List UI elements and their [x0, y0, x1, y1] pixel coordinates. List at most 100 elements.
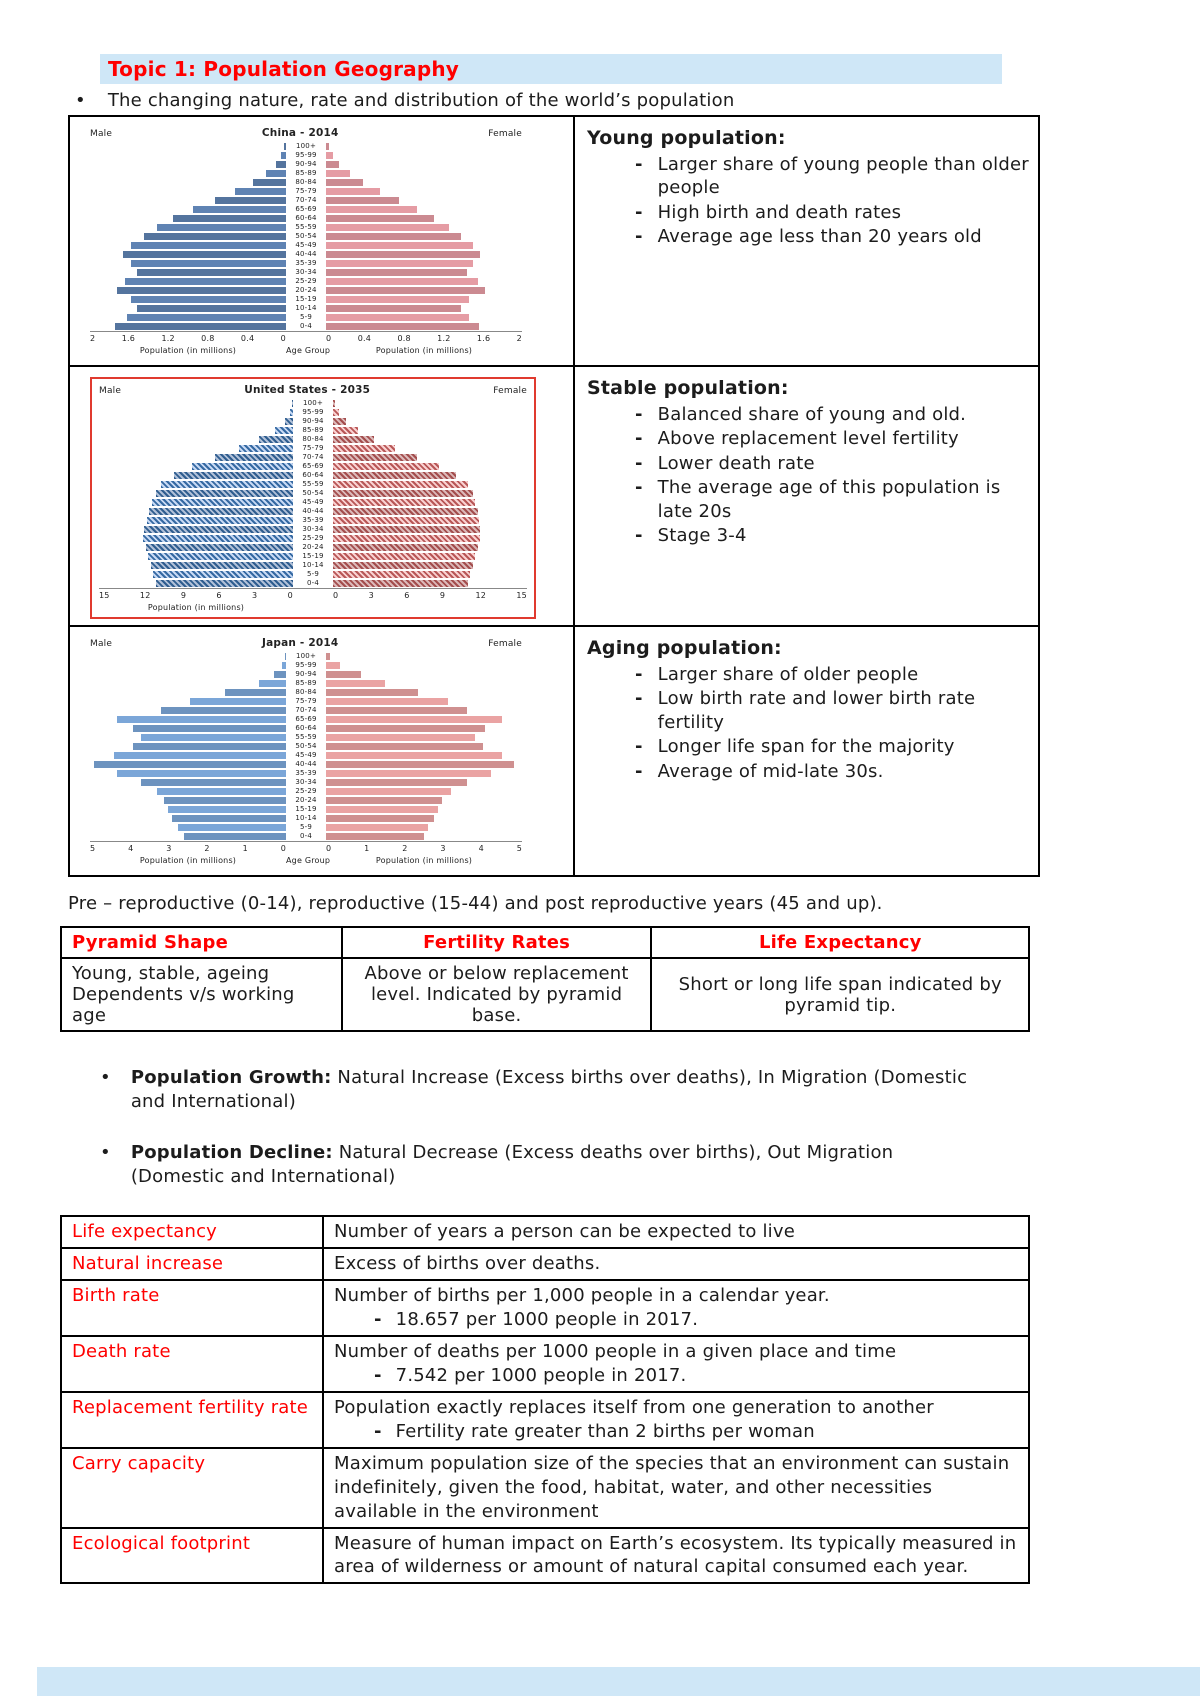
age-group-label: 5-9 — [306, 570, 320, 578]
definition-cell: Excess of births over deaths. — [322, 1247, 1030, 1282]
pyramid-bar-row: 10-14 — [90, 814, 522, 823]
female-bar — [326, 197, 399, 204]
pyramid-bar-row: 100+ — [99, 399, 527, 408]
female-bar — [326, 206, 418, 213]
pyramid-bar-row: 10-14 — [99, 561, 527, 570]
pyramid-row-young: Male China - 2014 Female 100+ 95-99 90-94 85-8… — [68, 115, 1040, 367]
age-group-label: 55-59 — [302, 480, 324, 488]
x-axis-label-center: Age Group — [286, 856, 331, 865]
axis-tick: 0.8 — [201, 334, 215, 343]
pyramid-bar-row: 90-94 — [90, 160, 522, 169]
pyramid-bar-row: 75-79 — [90, 697, 522, 706]
pyramid-bar-row: 5-9 — [99, 570, 527, 579]
population-growth-rest: Natural Increase (Excess births over dea… — [130, 1067, 968, 1113]
axis-tick: 1.2 — [437, 334, 451, 343]
pyramid-bar-row: 100+ — [90, 142, 522, 151]
pyramid-bar-row: 30-34 — [90, 268, 522, 277]
age-group-label: 95-99 — [295, 661, 317, 669]
female-bar — [326, 833, 424, 840]
pyramid-bar-row: 50-54 — [90, 742, 522, 751]
female-bar — [333, 427, 358, 434]
population-decline-bullet: Population Decline: Natural Decrease (Ex… — [100, 1141, 980, 1190]
population-type-heading: Stable population: — [587, 377, 789, 399]
pyramid-bar-row: 5-9 — [90, 823, 522, 832]
axis-tick: 1.6 — [476, 334, 491, 343]
female-bar — [326, 761, 515, 768]
male-bar — [156, 224, 286, 231]
female-bar — [326, 824, 428, 831]
female-bar — [333, 418, 346, 425]
axis-tick: 2 — [90, 334, 96, 343]
female-bar — [333, 508, 478, 515]
definition-row: Carry capacity Maximum population size o… — [60, 1446, 1030, 1529]
pyramid-bar-row: 50-54 — [99, 489, 527, 498]
pyramid-bar-row: 65-69 — [90, 205, 522, 214]
population-growth-term: Population Growth: — [130, 1067, 332, 1088]
bullet-item: Above replacement level fertility — [635, 427, 1030, 450]
x-axis-label-left: Population (in millions) — [139, 346, 237, 355]
definition-cell: Measure of human impact on Earth’s ecosy… — [322, 1526, 1030, 1585]
pyramid-bar-row: 45-49 — [99, 498, 527, 507]
male-bar — [93, 761, 286, 768]
male-label: Male — [99, 386, 122, 396]
female-bar — [333, 580, 468, 587]
male-bar — [133, 725, 286, 732]
female-bar — [326, 662, 340, 669]
pyramid-bar-row: 95-99 — [99, 408, 527, 417]
age-group-label: 80-84 — [302, 435, 324, 443]
axis-tick: 1.2 — [161, 334, 175, 343]
pyramid-bar-row: 0-4 — [90, 832, 522, 841]
male-bar — [173, 215, 286, 222]
x-axis-label-center — [293, 603, 333, 612]
age-group-label: 65-69 — [295, 205, 317, 213]
summary-header-life-expectancy: Life Expectancy — [650, 926, 1030, 959]
age-group-label: 65-69 — [302, 462, 324, 470]
pyramid-axis-labels: Population (in millions) Age Group Populat… — [90, 856, 522, 865]
male-bar — [285, 418, 293, 425]
bottom-highlight-strip — [37, 1667, 1200, 1696]
female-label: Female — [493, 386, 527, 396]
pyramid-bar-row: 70-74 — [99, 453, 527, 462]
age-group-label: 30-34 — [295, 268, 317, 276]
definition-row: Death rate Number of deaths per 1000 peo… — [60, 1334, 1030, 1393]
female-bar — [326, 260, 473, 267]
age-group-label: 75-79 — [295, 697, 317, 705]
pyramid-bar-row: 0-4 — [90, 322, 522, 331]
pyramid-header: Male United States - 2035 Female — [99, 384, 527, 396]
age-group-label: 50-54 — [302, 489, 324, 497]
x-axis-label-right — [333, 603, 527, 612]
male-bar — [140, 734, 286, 741]
pyramid-title: Japan - 2014 — [262, 637, 339, 649]
population-growth-bullet: Population Growth: Natural Increase (Exc… — [100, 1066, 980, 1115]
male-bar — [189, 698, 286, 705]
definition-row: Ecological footprint Measure of human im… — [60, 1526, 1030, 1585]
age-group-label: 80-84 — [295, 178, 317, 186]
male-bar — [235, 188, 286, 195]
pyramid-bar-row: 30-34 — [90, 778, 522, 787]
pyramid-bar-row: 40-44 — [90, 760, 522, 769]
male-bar — [117, 770, 286, 777]
population-type-bullets: Balanced share of young and old. Above r… — [583, 403, 1030, 547]
pyramid-bar-row: 30-34 — [99, 525, 527, 534]
age-group-label: 5-9 — [299, 823, 313, 831]
bullet-item: Larger share of young people than older … — [635, 153, 1030, 200]
female-bar — [326, 143, 329, 150]
axis-tick: 3 — [252, 591, 258, 600]
age-group-label: 0-4 — [299, 322, 313, 330]
age-group-label: 45-49 — [302, 498, 324, 506]
female-bar — [326, 716, 503, 723]
axis-tick: 0 — [326, 844, 332, 853]
female-bar — [333, 409, 339, 416]
age-group-label: 85-89 — [295, 679, 317, 687]
male-bar — [252, 179, 286, 186]
female-bar — [333, 562, 473, 569]
pyramid-row-stable: Male United States - 2035 Female 100+ 95-99 9… — [68, 365, 1040, 627]
female-bar — [333, 544, 478, 551]
bullet-item: Low birth rate and lower birth rate fert… — [635, 687, 1030, 734]
male-bar — [292, 400, 293, 407]
age-group-label: 60-64 — [295, 724, 317, 732]
pyramid-bar-row: 95-99 — [90, 661, 522, 670]
age-group-label: 20-24 — [295, 796, 317, 804]
age-group-label: 75-79 — [295, 187, 317, 195]
pyramid-bar-row: 55-59 — [99, 480, 527, 489]
